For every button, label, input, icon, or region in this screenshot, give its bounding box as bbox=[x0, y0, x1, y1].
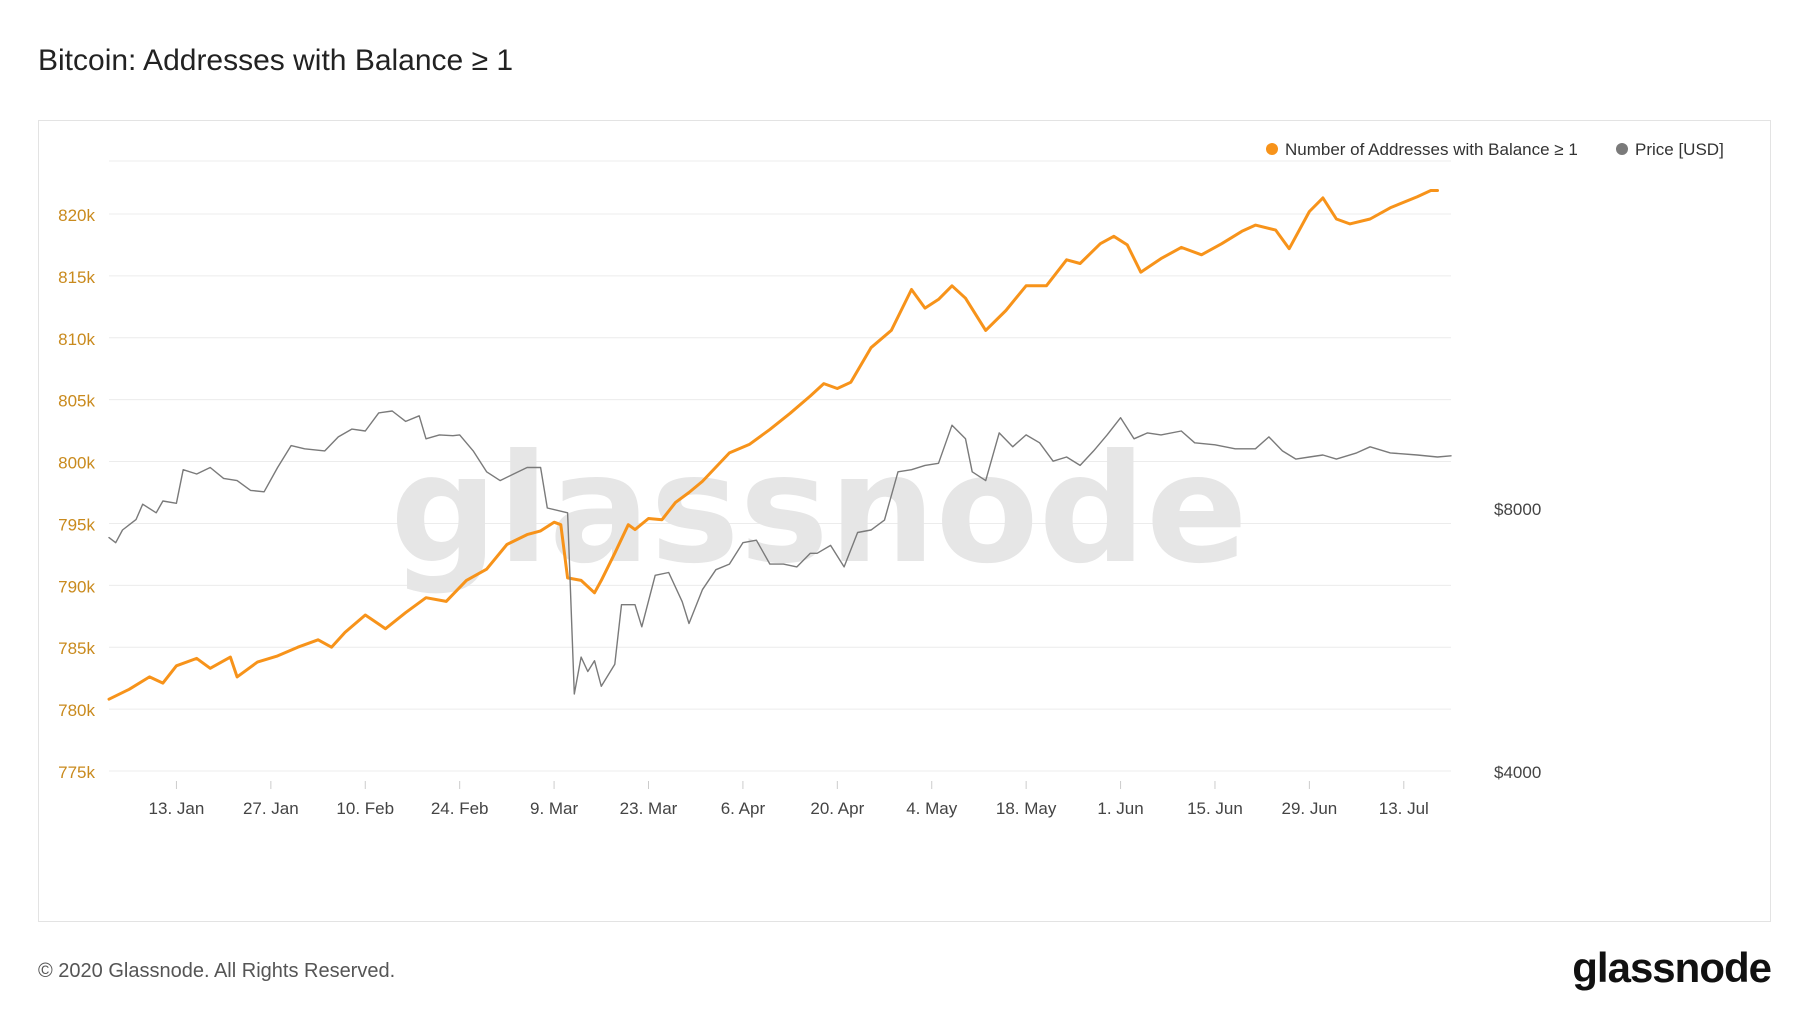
x-axis: 13. Jan 27. Jan 10. Feb 24. Feb 9. Mar 23. Ma… bbox=[149, 781, 1429, 818]
watermark-text: glassnode bbox=[390, 423, 1248, 597]
y-left-tick-label: 775k bbox=[58, 763, 95, 782]
x-tick-label: 23. Mar bbox=[620, 799, 678, 818]
x-tick-label: 18. May bbox=[996, 799, 1057, 818]
legend-label: Number of Addresses with Balance ≥ 1 bbox=[1285, 140, 1578, 159]
legend: Number of Addresses with Balance ≥ 1 Pric… bbox=[1266, 140, 1724, 159]
x-tick-label: 24. Feb bbox=[431, 799, 489, 818]
left-axis: 775k 780k 785k 790k 795k 800k 805k 810k 815k 820k bbox=[58, 206, 95, 782]
legend-label: Price [USD] bbox=[1635, 140, 1724, 159]
y-left-tick-label: 785k bbox=[58, 639, 95, 658]
x-tick-label: 6. Apr bbox=[721, 799, 766, 818]
gridlines bbox=[109, 160, 1451, 772]
chart-container: glassnode 775k 780k 785k 790k 795k 800k 805k 81… bbox=[38, 120, 1771, 922]
x-tick-label: 29. Jun bbox=[1281, 799, 1337, 818]
y-left-tick-label: 795k bbox=[58, 515, 95, 534]
y-left-tick-label: 820k bbox=[58, 206, 95, 225]
chart-svg: glassnode 775k 780k 785k 790k 795k 800k 805k 81… bbox=[58, 140, 1724, 818]
x-tick-label: 20. Apr bbox=[810, 799, 864, 818]
y-right-tick-label: $4000 bbox=[1494, 763, 1541, 782]
y-left-tick-label: 815k bbox=[58, 268, 95, 287]
legend-marker bbox=[1616, 143, 1628, 155]
x-tick-label: 10. Feb bbox=[336, 799, 394, 818]
series-line-price bbox=[108, 410, 1452, 695]
x-tick-label: 13. Jul bbox=[1379, 799, 1429, 818]
x-tick-label: 15. Jun bbox=[1187, 799, 1243, 818]
footer-copyright: © 2020 Glassnode. All Rights Reserved. bbox=[38, 960, 396, 982]
y-left-tick-label: 800k bbox=[58, 454, 95, 473]
y-left-tick-label: 810k bbox=[58, 330, 95, 349]
legend-marker bbox=[1266, 143, 1278, 155]
x-tick-label: 27. Jan bbox=[243, 799, 299, 818]
series-layer bbox=[107, 189, 1452, 701]
series-line-addresses bbox=[107, 189, 1439, 701]
y-right-tick-label: $8000 bbox=[1494, 500, 1541, 519]
x-tick-label: 13. Jan bbox=[149, 799, 205, 818]
footer-brand-logo: glassnode bbox=[1572, 944, 1772, 991]
page-title: Bitcoin: Addresses with Balance ≥ 1 bbox=[38, 44, 514, 77]
x-tick-label: 4. May bbox=[906, 799, 958, 818]
right-axis: $4000 $8000 bbox=[1494, 500, 1541, 782]
y-left-tick-label: 780k bbox=[58, 701, 95, 720]
x-tick-label: 9. Mar bbox=[530, 799, 579, 818]
x-tick-label: 1. Jun bbox=[1097, 799, 1143, 818]
y-left-tick-label: 805k bbox=[58, 392, 95, 411]
y-left-tick-label: 790k bbox=[58, 577, 95, 596]
